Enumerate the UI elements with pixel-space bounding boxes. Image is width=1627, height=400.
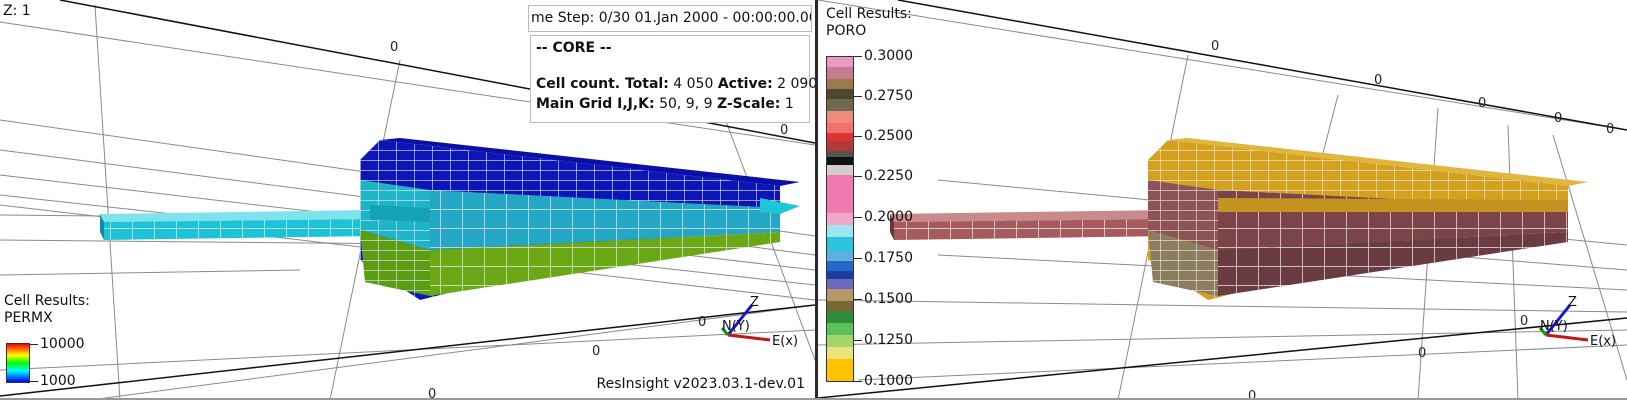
- right-axis-e-letter: E(x): [1590, 334, 1616, 349]
- poro-level-label: 0.2000: [864, 209, 913, 225]
- viewport-splitter[interactable]: [815, 0, 818, 400]
- cell-total-value: 4 050: [673, 76, 714, 92]
- permx-max-label: 10000: [40, 336, 85, 352]
- legend-title-line: Cell Results:: [4, 293, 90, 309]
- legend-tick: [854, 381, 862, 382]
- legend-tick: [854, 56, 862, 57]
- left-grid-body: [360, 138, 800, 300]
- left-3d-viewport[interactable]: 0 0 0 0 0 0: [0, 0, 815, 400]
- right-tick-label: 0: [1374, 73, 1382, 88]
- poro-level-label: 0.1000: [864, 373, 913, 389]
- left-tick-label: 0: [428, 387, 436, 400]
- left-scene-graphic: 0 0 0 0 0 0: [0, 0, 815, 400]
- poro-level-label: 0.3000: [864, 48, 913, 64]
- right-axis-n-letter: N(Y): [1540, 319, 1568, 334]
- right-tick-label: 0: [1478, 96, 1486, 111]
- left-axis-n-letter: N(Y): [722, 319, 750, 334]
- right-axis-z-letter: Z: [1568, 295, 1577, 310]
- cell-count-label: Cell count. Total:: [536, 76, 669, 92]
- legend-property-name: PERMX: [4, 310, 53, 326]
- left-tick-label: 0: [592, 344, 600, 359]
- poro-level-label: 0.2250: [864, 168, 913, 184]
- poro-legend-title: Cell Results: PORO: [826, 6, 912, 40]
- right-axis-triad: Z N(Y) E(x): [1538, 295, 1616, 349]
- left-axis-z-letter: Z: [750, 295, 759, 310]
- right-tick-label: 0: [1418, 346, 1426, 361]
- poro-level-label: 0.2750: [864, 88, 913, 104]
- right-tick-label: 0: [1554, 111, 1562, 126]
- cell-active-value: 2 090: [777, 76, 815, 92]
- legend-tick: [854, 340, 862, 341]
- right-tick-label: 0: [1211, 39, 1219, 54]
- right-3d-viewport[interactable]: 0 0 0 0 0 0 0 0: [818, 0, 1627, 400]
- grid-dims-line: Main Grid I,J,K: 50, 9, 9 Z-Scale: 1: [536, 94, 804, 114]
- legend-property-name: PORO: [826, 23, 867, 39]
- case-info-box: -- CORE -- Cell count. Total: 4 050 Acti…: [530, 35, 815, 123]
- permx-legend-title: Cell Results: PERMX: [4, 293, 90, 327]
- right-tick-label: 0: [1520, 314, 1528, 329]
- poro-level-label: 0.1250: [864, 332, 913, 348]
- bottom-border: [0, 398, 1627, 400]
- right-scene-graphic: 0 0 0 0 0 0 0 0: [818, 0, 1627, 400]
- left-tick-label: 0: [780, 123, 788, 138]
- right-grid-body: [1148, 138, 1588, 300]
- active-label: Active:: [717, 76, 773, 92]
- cell-count-line: Cell count. Total: 4 050 Active: 2 090: [536, 74, 815, 94]
- poro-color-bar: [826, 56, 854, 382]
- case-name: -- CORE --: [536, 40, 612, 56]
- zscale-value: 1: [784, 96, 794, 112]
- legend-tick: [854, 176, 862, 177]
- z-scale-label: Z: 1: [3, 3, 31, 19]
- legend-tick: [854, 299, 862, 300]
- right-axis-lines: [818, 0, 1627, 399]
- right-stem-cells: [890, 210, 1173, 240]
- right-tick-label: 0: [1248, 389, 1256, 400]
- left-stem-cells: [100, 210, 375, 240]
- grid-label: Main Grid I,J,K:: [536, 96, 655, 112]
- left-axis-triad: Z N(Y) E(x): [720, 295, 798, 349]
- legend-tick: [30, 381, 38, 382]
- poro-level-label: 0.1750: [864, 250, 913, 266]
- left-tick-label: 0: [698, 315, 706, 330]
- legend-tick: [854, 136, 862, 137]
- legend-tick: [30, 344, 38, 345]
- permx-color-bar: [6, 343, 30, 383]
- right-tick-label: 0: [1606, 122, 1614, 137]
- legend-title-line: Cell Results:: [826, 6, 912, 22]
- zscale-label: Z-Scale:: [716, 96, 781, 112]
- poro-color-bar-graphic: [827, 57, 853, 381]
- left-tick-label: 0: [390, 40, 398, 55]
- version-label: ResInsight v2023.03.1-dev.01: [596, 376, 805, 392]
- permx-min-label: 1000: [40, 373, 76, 389]
- legend-tick: [854, 258, 862, 259]
- legend-tick: [854, 96, 862, 97]
- poro-level-label: 0.2500: [864, 128, 913, 144]
- time-step-label: me Step: 0/30 01.Jan 2000 - 00:00:00.00: [528, 5, 812, 32]
- poro-level-label: 0.1500: [864, 291, 913, 307]
- legend-tick: [854, 217, 862, 218]
- grid-dims-value: 50, 9, 9: [659, 96, 713, 112]
- left-axis-e-letter: E(x): [772, 334, 798, 349]
- right-tick-labels: 0 0 0 0 0 0 0 0: [1211, 39, 1614, 400]
